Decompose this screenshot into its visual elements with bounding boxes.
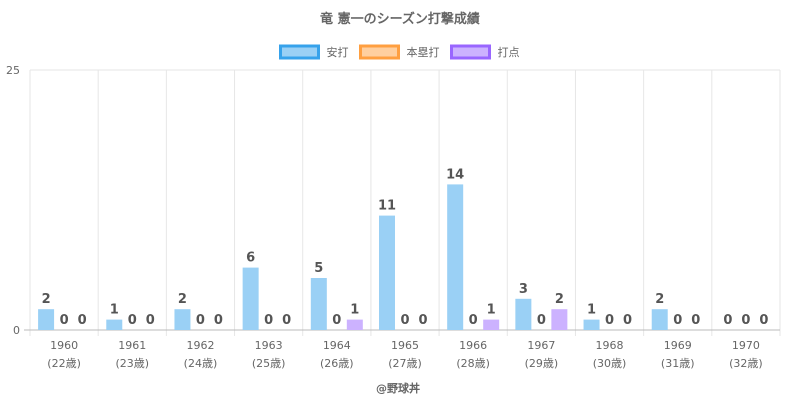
bar-1961-0 <box>106 319 123 330</box>
bar-1960-0 <box>38 309 55 330</box>
data-label: 0 <box>537 313 546 328</box>
y-axis-ticks: 0 25 <box>6 64 20 337</box>
x-tick-label: 1969 <box>664 339 692 352</box>
data-label: 0 <box>282 313 291 328</box>
data-label: 0 <box>400 313 409 328</box>
bar-1965-0 <box>379 215 395 330</box>
x-tick-sublabel: (26歳) <box>320 357 354 370</box>
x-tick-label: 1966 <box>459 339 487 352</box>
x-tick-label: 1963 <box>255 339 283 352</box>
x-tick-sublabel: (30歳) <box>593 357 627 370</box>
x-tick-sublabel: (25歳) <box>252 357 286 370</box>
x-tick-label: 1970 <box>732 339 760 352</box>
y-tick-label: 25 <box>6 64 20 77</box>
chart-title: 竜 憲一のシーズン打撃成績 <box>320 11 480 27</box>
bars <box>38 184 668 330</box>
data-label: 0 <box>214 313 223 328</box>
grid <box>24 69 781 336</box>
x-axis-ticks: 1960 (22歳) 1961 (23歳) 1962 (24歳) 1963 (25歳) 1964… <box>47 339 762 370</box>
data-label: 0 <box>128 313 137 328</box>
x-tick-sublabel: (22歳) <box>47 357 81 370</box>
data-label: 2 <box>655 292 664 307</box>
data-label: 0 <box>469 313 478 328</box>
x-tick-label: 1964 <box>323 339 351 352</box>
data-label: 0 <box>60 313 69 328</box>
x-tick-sublabel: (24歳) <box>184 357 218 370</box>
bar-1962-0 <box>174 309 191 330</box>
data-label: 0 <box>264 313 273 328</box>
legend-swatch[interactable] <box>359 44 400 60</box>
bar-1964-2 <box>346 319 363 330</box>
data-label: 0 <box>196 313 205 328</box>
legend-label[interactable]: 安打 <box>327 45 349 59</box>
legend: 安打 本塁打 打点 <box>279 44 520 60</box>
data-label: 2 <box>178 292 187 307</box>
data-label: 3 <box>519 282 528 297</box>
bar-1969-0 <box>651 309 668 330</box>
legend-label[interactable]: 打点 <box>498 45 520 59</box>
x-tick-label: 1961 <box>118 339 146 352</box>
bar-1967-0 <box>515 298 532 330</box>
data-label: 1 <box>487 303 496 318</box>
data-label: 1 <box>350 303 359 318</box>
data-label: 1 <box>587 303 596 318</box>
data-label: 11 <box>378 199 396 214</box>
data-label: 0 <box>723 313 732 328</box>
x-tick-sublabel: (29歳) <box>525 357 559 370</box>
data-label: 6 <box>246 251 255 266</box>
bar-1966-0 <box>447 184 464 330</box>
bar-1964-0 <box>310 278 327 330</box>
data-label: 0 <box>78 313 87 328</box>
data-label: 0 <box>691 313 700 328</box>
x-tick-sublabel: (32歳) <box>729 357 763 370</box>
x-tick-label: 1967 <box>527 339 555 352</box>
x-tick-label: 1960 <box>50 339 78 352</box>
data-label: 0 <box>623 313 632 328</box>
x-tick-sublabel: (28歳) <box>456 357 490 370</box>
y-tick-label: 0 <box>13 324 20 337</box>
bar-1966-2 <box>483 319 500 330</box>
bar-1968-0 <box>583 319 600 330</box>
data-label: 0 <box>673 313 682 328</box>
data-label: 0 <box>741 313 750 328</box>
bar-1963-0 <box>242 267 259 330</box>
bar-1967-2 <box>551 309 568 330</box>
legend-swatch[interactable] <box>450 44 491 60</box>
data-label: 2 <box>555 292 564 307</box>
x-tick-label: 1965 <box>391 339 419 352</box>
data-label: 0 <box>605 313 614 328</box>
data-label: 0 <box>418 313 427 328</box>
x-tick-label: 1968 <box>596 339 624 352</box>
data-label: 14 <box>446 167 464 182</box>
credit-text: @野球丼 <box>376 381 420 395</box>
x-tick-sublabel: (31歳) <box>661 357 695 370</box>
x-tick-sublabel: (27歳) <box>388 357 422 370</box>
data-label: 5 <box>314 261 323 276</box>
data-label: 0 <box>146 313 155 328</box>
legend-label[interactable]: 本塁打 <box>407 45 440 59</box>
data-label: 2 <box>42 292 51 307</box>
x-tick-sublabel: (23歳) <box>115 357 149 370</box>
data-label: 1 <box>110 303 119 318</box>
data-label: 0 <box>332 313 341 328</box>
x-tick-label: 1962 <box>186 339 214 352</box>
data-label: 0 <box>759 313 768 328</box>
legend-swatch[interactable] <box>279 44 320 60</box>
